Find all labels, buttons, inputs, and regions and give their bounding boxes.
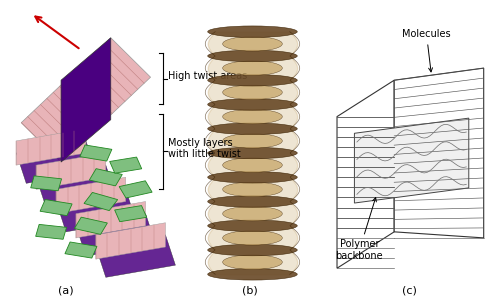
Polygon shape [354, 118, 469, 203]
Ellipse shape [208, 99, 297, 110]
Ellipse shape [222, 231, 282, 245]
Ellipse shape [222, 85, 282, 100]
Ellipse shape [208, 244, 297, 256]
Polygon shape [84, 192, 117, 211]
Polygon shape [36, 224, 66, 239]
Ellipse shape [222, 206, 282, 221]
Polygon shape [80, 145, 112, 161]
Ellipse shape [222, 182, 282, 197]
Polygon shape [119, 181, 152, 198]
Polygon shape [61, 38, 111, 162]
Polygon shape [114, 206, 146, 222]
Ellipse shape [208, 147, 297, 159]
Ellipse shape [208, 26, 297, 37]
Text: (b): (b) [242, 285, 258, 296]
Polygon shape [76, 202, 146, 238]
Ellipse shape [208, 171, 297, 183]
Polygon shape [22, 38, 150, 162]
Polygon shape [56, 189, 136, 232]
Polygon shape [96, 235, 176, 277]
Polygon shape [65, 242, 97, 258]
Polygon shape [16, 129, 86, 165]
Ellipse shape [208, 74, 297, 86]
Text: Molecules: Molecules [402, 29, 451, 72]
Polygon shape [56, 177, 126, 214]
Ellipse shape [222, 158, 282, 172]
Polygon shape [96, 223, 166, 259]
Polygon shape [40, 200, 72, 216]
Ellipse shape [208, 269, 297, 280]
Ellipse shape [222, 134, 282, 148]
Ellipse shape [208, 50, 297, 62]
Ellipse shape [222, 255, 282, 270]
Polygon shape [74, 217, 108, 234]
Polygon shape [16, 141, 96, 183]
Ellipse shape [208, 196, 297, 207]
Polygon shape [36, 165, 116, 207]
Polygon shape [337, 80, 394, 268]
Text: High twist areas: High twist areas [168, 71, 247, 81]
Polygon shape [394, 68, 484, 238]
Text: (c): (c) [402, 285, 416, 296]
Polygon shape [76, 214, 156, 256]
Text: Mostly layers
with little twist: Mostly layers with little twist [168, 138, 240, 159]
Polygon shape [90, 169, 122, 186]
Text: (a): (a) [58, 285, 74, 296]
Polygon shape [30, 176, 62, 191]
Ellipse shape [222, 36, 282, 51]
Ellipse shape [208, 123, 297, 135]
Ellipse shape [222, 61, 282, 75]
Ellipse shape [208, 220, 297, 232]
Polygon shape [110, 157, 142, 173]
Polygon shape [36, 153, 106, 189]
Text: Polymer
backbone: Polymer backbone [336, 198, 383, 261]
Ellipse shape [222, 109, 282, 124]
